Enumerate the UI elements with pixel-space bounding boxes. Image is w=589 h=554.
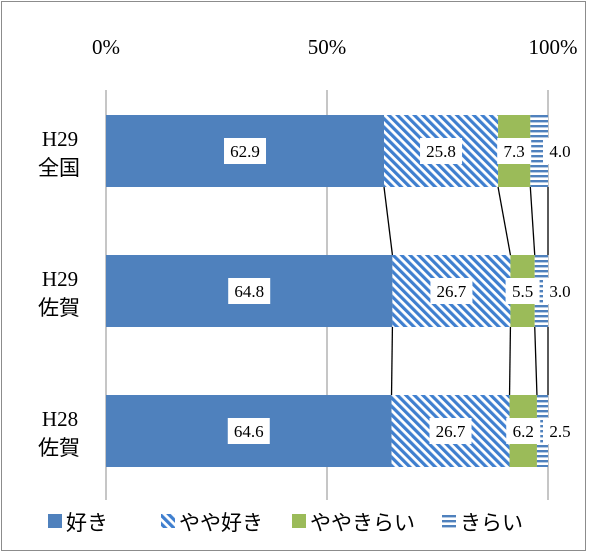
legend-item: きらい <box>442 511 523 535</box>
data-label: 25.8 <box>420 138 463 164</box>
data-label: 64.8 <box>228 278 271 304</box>
data-label: 5.5 <box>505 278 540 304</box>
legend-label: ややきらい <box>310 511 415 535</box>
legend-swatch <box>292 514 306 528</box>
series-connector-line <box>529 186 536 256</box>
category-label-line1: H29 <box>42 127 78 151</box>
bar-segment-きらい <box>530 115 548 187</box>
series-connector-line <box>534 326 538 396</box>
svg-text:2.5: 2.5 <box>549 422 570 441</box>
category-label-line2: 全国 <box>38 156 80 180</box>
legend-item: やや好き <box>161 511 263 535</box>
series-connector-line <box>497 186 512 256</box>
data-label: 6.2 <box>506 418 541 444</box>
axis-tick-label: 100% <box>529 35 578 59</box>
svg-text:3.0: 3.0 <box>549 282 570 301</box>
legend-item: 好き <box>48 511 108 535</box>
category-label-line2: 佐賀 <box>38 296 80 320</box>
series-connector-line <box>390 326 394 396</box>
legend-label: 好き <box>66 511 108 535</box>
bar-segment-きらい <box>534 255 548 327</box>
series-connector-line <box>508 326 512 396</box>
category-label-line1: H28 <box>42 407 78 431</box>
axis-tick-label: 50% <box>308 35 347 59</box>
data-label: 64.6 <box>227 418 270 444</box>
data-label: 26.7 <box>430 278 473 304</box>
svg-text:5.5: 5.5 <box>512 282 533 301</box>
svg-text:4.0: 4.0 <box>549 142 570 161</box>
legend-label: きらい <box>460 511 523 535</box>
svg-text:25.8: 25.8 <box>426 142 456 161</box>
data-label: 4.0 <box>543 138 577 164</box>
legend-swatch <box>442 514 456 528</box>
legend-swatch <box>161 514 175 528</box>
data-label: 62.9 <box>224 138 267 164</box>
data-label: 2.5 <box>543 418 577 444</box>
svg-text:6.2: 6.2 <box>513 422 534 441</box>
legend-item: ややきらい <box>292 511 415 535</box>
category-label-line1: H29 <box>42 267 78 291</box>
data-label: 7.3 <box>497 138 532 164</box>
data-label: 26.7 <box>429 418 472 444</box>
svg-text:7.3: 7.3 <box>504 142 525 161</box>
svg-text:62.9: 62.9 <box>230 142 260 161</box>
legend-swatch <box>48 514 62 528</box>
svg-text:64.8: 64.8 <box>234 282 264 301</box>
category-label-line2: 佐賀 <box>38 436 80 460</box>
svg-text:64.6: 64.6 <box>234 422 264 441</box>
series-connector-line <box>383 186 394 256</box>
svg-text:26.7: 26.7 <box>436 422 466 441</box>
legend-label: やや好き <box>179 511 263 535</box>
bar-segment-きらい <box>536 395 548 467</box>
axis-tick-label: 0% <box>92 35 120 59</box>
svg-text:26.7: 26.7 <box>437 282 467 301</box>
data-label: 3.0 <box>543 278 577 304</box>
